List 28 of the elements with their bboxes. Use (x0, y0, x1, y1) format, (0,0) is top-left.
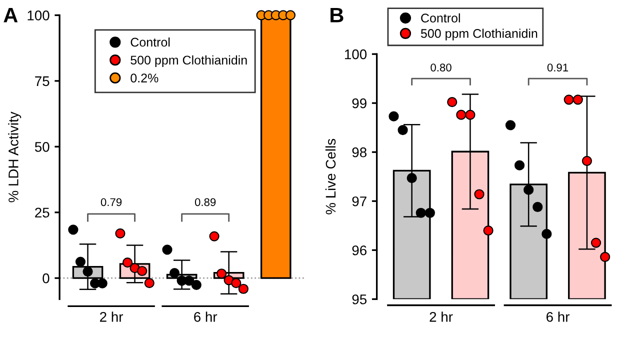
y-tick-label: 0 (42, 273, 50, 284)
y-tick-label: 75 (35, 76, 50, 86)
annotation: 0.79 (100, 198, 122, 206)
y-tick-label: 98 (352, 147, 366, 158)
legend-label: Control (421, 13, 460, 23)
y-tick-label: 96 (352, 245, 366, 256)
y-tick-label: 50 (34, 142, 50, 152)
text: B (330, 8, 344, 22)
y-tick-label: 25 (35, 208, 50, 218)
y-tick-label: 95 (352, 294, 367, 304)
legend-label: 0.2% (130, 74, 158, 82)
x-tick-label: 2 hr (100, 312, 124, 322)
y-tick-label: 100 (28, 10, 50, 20)
annotation: 0.91 (547, 64, 568, 72)
annotation: 0.80 (430, 64, 452, 72)
y-tick-label: 97 (352, 196, 366, 206)
y-tick-label: 99 (352, 98, 366, 108)
annotation: 0.89 (194, 198, 216, 206)
y-axis-title: % LDH Activity (8, 112, 22, 202)
x-tick-label: 6 hr (546, 312, 570, 322)
y-tick-label: 100 (344, 49, 367, 60)
legend-label: 500 ppm Clothianidin (420, 28, 538, 40)
x-tick-label: 2 hr (430, 312, 453, 322)
legend-label: 500 ppm Clothianidin (130, 55, 247, 68)
y-axis-title: % Live Cells (325, 138, 336, 214)
legend-label: Control (130, 37, 170, 47)
x-tick-label: 6 hr (194, 312, 218, 322)
text: A (4, 8, 18, 22)
